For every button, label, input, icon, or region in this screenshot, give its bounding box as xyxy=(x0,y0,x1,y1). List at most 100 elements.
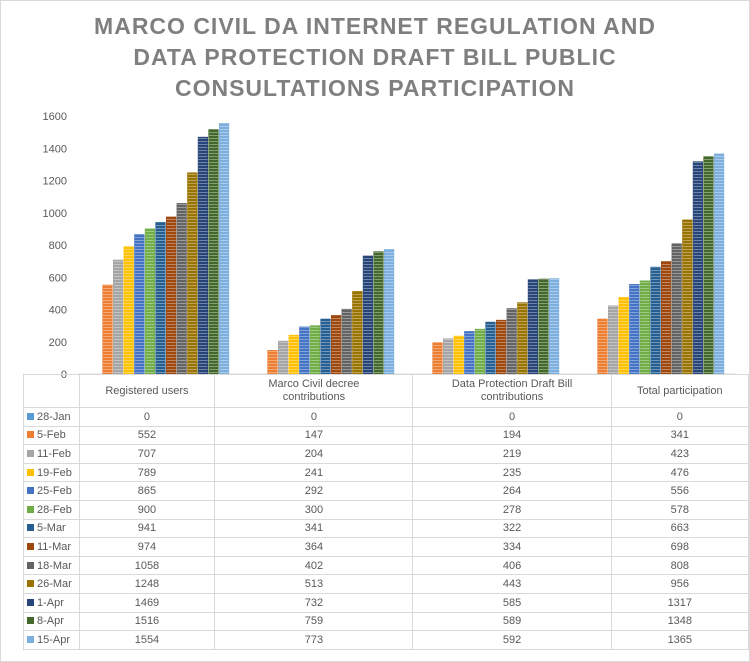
table-row: 1-Apr 1469 732 585 1317 xyxy=(23,592,749,613)
bar-5-Feb-3 xyxy=(597,318,608,375)
value-cell: 808 xyxy=(610,555,749,576)
series-name: 11-Feb xyxy=(37,447,72,460)
legend-swatch-icon xyxy=(27,524,34,532)
series-name: 25-Feb xyxy=(37,485,72,498)
table-row: 15-Apr 1554 773 592 1365 xyxy=(23,630,749,650)
value-cell: 1516 xyxy=(78,611,216,632)
value-cell: 1248 xyxy=(78,574,216,594)
bar-8-Apr-3 xyxy=(703,156,714,375)
value-cell: 292 xyxy=(214,481,414,501)
bar-8-Apr-1 xyxy=(373,251,384,375)
value-cell: 364 xyxy=(214,537,414,557)
bar-15-Apr-2 xyxy=(548,278,560,375)
bar-19-Feb-0 xyxy=(123,246,134,375)
legend-swatch-icon xyxy=(27,487,34,495)
value-cell: 513 xyxy=(214,574,414,594)
y-tick-label: 600 xyxy=(49,272,67,284)
value-cell: 578 xyxy=(610,499,749,520)
bar-11-Mar-2 xyxy=(495,319,507,375)
value-cell: 974 xyxy=(78,537,216,557)
value-cell: 663 xyxy=(610,518,749,539)
bar-26-Mar-3 xyxy=(682,219,693,375)
value-cell: 264 xyxy=(412,481,612,501)
value-cell: 941 xyxy=(78,518,216,539)
y-tick-label: 1000 xyxy=(43,208,67,220)
series-name: 1-Apr xyxy=(37,596,64,609)
y-tick-label: 200 xyxy=(49,337,67,349)
legend-key-cell: 5-Mar xyxy=(23,518,80,539)
series-name: 28-Jan xyxy=(37,410,71,423)
legend-key-cell: 28-Feb xyxy=(23,499,80,520)
value-cell: 732 xyxy=(214,592,414,613)
bar-26-Mar-2 xyxy=(517,302,528,375)
bar-5-Mar-1 xyxy=(320,318,331,375)
table-row: 18-Mar 1058 402 406 808 xyxy=(23,555,749,576)
series-name: 8-Apr xyxy=(37,615,64,628)
series-name: 15-Apr xyxy=(37,633,71,646)
category-header: Registered users xyxy=(78,374,216,408)
value-cell: 476 xyxy=(610,462,749,483)
table-row: 19-Feb 789 241 235 476 xyxy=(23,462,749,483)
chart-title: MARCO CIVIL DA INTERNET REGULATION AND D… xyxy=(1,11,749,104)
value-cell: 341 xyxy=(214,518,414,539)
value-cell: 759 xyxy=(214,611,414,632)
bar-5-Mar-3 xyxy=(650,266,661,375)
bar-11-Feb-2 xyxy=(442,338,454,375)
value-cell: 406 xyxy=(412,555,612,576)
bar-18-Mar-0 xyxy=(176,203,187,375)
table-row: 26-Mar 1248 513 443 956 xyxy=(23,574,749,594)
bar-26-Mar-1 xyxy=(352,290,363,375)
series-name: 5-Feb xyxy=(37,429,66,442)
y-tick-label: 800 xyxy=(49,240,67,252)
value-cell: 589 xyxy=(412,611,612,632)
y-tick-label: 1400 xyxy=(43,143,67,155)
value-cell: 0 xyxy=(412,407,612,427)
chart-title-line: CONSULTATIONS PARTICIPATION xyxy=(174,75,576,101)
value-cell: 194 xyxy=(412,425,612,446)
table-row: 11-Feb 707 204 219 423 xyxy=(23,444,749,464)
legend-swatch-icon xyxy=(27,449,34,457)
table-row: 5-Feb 552 147 194 341 xyxy=(23,425,749,446)
series-name: 18-Mar xyxy=(37,559,72,572)
legend-swatch-icon xyxy=(27,598,34,606)
value-cell: 278 xyxy=(412,499,612,520)
value-cell: 0 xyxy=(610,407,749,427)
bar-18-Mar-3 xyxy=(671,243,682,375)
bar-18-Mar-1 xyxy=(341,308,352,375)
legend-key-cell: 25-Feb xyxy=(23,481,80,501)
bar-15-Apr-0 xyxy=(219,123,230,375)
legend-swatch-icon xyxy=(27,617,34,625)
value-cell: 1317 xyxy=(610,592,749,613)
bar-1-Apr-0 xyxy=(197,136,209,375)
series-name: 11-Mar xyxy=(37,540,72,553)
value-cell: 402 xyxy=(214,555,414,576)
legend-swatch-icon xyxy=(27,431,34,439)
legend-key-cell: 18-Mar xyxy=(23,555,80,576)
legend-key-cell: 11-Feb xyxy=(23,444,80,464)
corner-cell xyxy=(23,374,80,408)
bar-1-Apr-2 xyxy=(527,279,538,375)
bar-1-Apr-1 xyxy=(362,255,374,375)
bar-15-Apr-1 xyxy=(383,249,395,375)
bar-26-Mar-0 xyxy=(187,172,198,375)
chart-title-line: DATA PROTECTION DRAFT BILL PUBLIC xyxy=(133,44,617,70)
chart-title-line: MARCO CIVIL DA INTERNET REGULATION AND xyxy=(94,13,656,39)
bar-11-Mar-0 xyxy=(166,216,177,375)
value-cell: 235 xyxy=(412,462,612,483)
value-cell: 698 xyxy=(610,537,749,557)
bar-28-Feb-0 xyxy=(144,228,156,375)
value-cell: 1554 xyxy=(78,630,216,650)
table-row: 28-Jan 0 0 0 0 xyxy=(23,407,749,427)
bar-19-Feb-1 xyxy=(288,334,299,375)
value-cell: 552 xyxy=(78,425,216,446)
legend-swatch-icon xyxy=(27,635,34,643)
value-cell: 322 xyxy=(412,518,612,539)
bar-28-Feb-3 xyxy=(639,280,650,375)
bar-8-Apr-2 xyxy=(538,278,549,375)
y-tick-label: 400 xyxy=(49,305,67,317)
data-table: Registered users Marco Civil decree contr… xyxy=(23,374,749,650)
category-header: Marco Civil decree contributions xyxy=(214,374,414,408)
value-cell: 241 xyxy=(214,462,414,483)
category-header: Data Protection Draft Bill contributions xyxy=(412,374,612,408)
